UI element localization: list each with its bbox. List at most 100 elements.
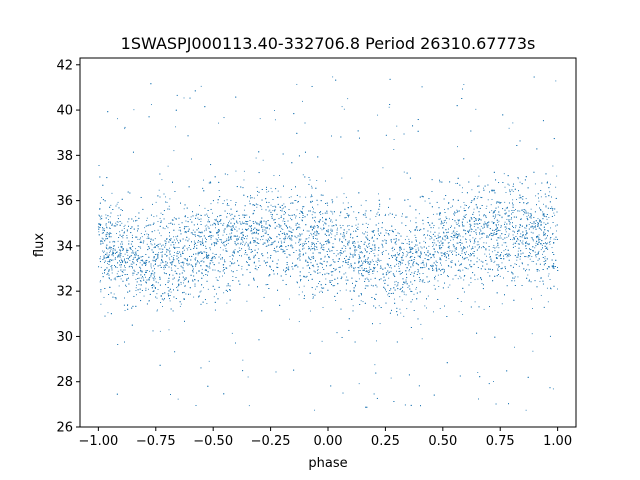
data-point: [224, 240, 226, 242]
data-point: [377, 211, 379, 213]
data-point: [277, 259, 279, 261]
data-point: [152, 277, 154, 279]
data-point: [485, 208, 487, 209]
data-point: [406, 308, 408, 310]
data-point: [183, 282, 184, 284]
data-point: [194, 243, 196, 245]
data-point: [150, 104, 152, 106]
data-point: [355, 284, 356, 286]
data-point: [180, 230, 182, 232]
data-point: [424, 266, 426, 268]
data-point: [242, 359, 244, 361]
data-point: [313, 266, 315, 268]
data-point: [121, 222, 123, 224]
data-point: [432, 213, 434, 215]
data-point: [258, 229, 260, 231]
data-point: [135, 278, 137, 280]
data-point: [131, 234, 133, 236]
data-point: [261, 253, 263, 255]
data-point: [371, 259, 373, 261]
data-point: [140, 240, 142, 242]
data-point: [426, 307, 427, 309]
data-point: [415, 227, 417, 229]
data-point: [260, 220, 262, 222]
data-point: [131, 263, 133, 265]
data-point: [302, 208, 303, 210]
data-point: [333, 246, 335, 248]
data-point: [239, 243, 241, 245]
data-point: [503, 173, 505, 175]
data-point: [545, 248, 547, 250]
data-point: [329, 232, 331, 234]
data-point: [207, 266, 209, 268]
data-point: [318, 291, 320, 293]
data-point: [398, 268, 400, 270]
data-point: [484, 253, 486, 255]
data-point: [189, 293, 191, 295]
data-point: [228, 205, 230, 206]
data-point: [219, 254, 221, 256]
data-point: [336, 250, 338, 251]
data-point: [466, 251, 467, 253]
data-point: [473, 242, 475, 244]
data-point: [282, 229, 284, 230]
data-point: [462, 224, 463, 226]
data-point: [522, 263, 524, 265]
data-point: [107, 312, 109, 314]
data-point: [179, 239, 181, 241]
data-point: [440, 264, 442, 266]
data-point: [224, 228, 226, 230]
data-point: [173, 259, 175, 261]
data-point: [354, 267, 356, 269]
data-point: [366, 251, 367, 253]
data-point: [448, 242, 450, 244]
data-point: [556, 175, 558, 177]
data-point: [380, 259, 382, 261]
data-point: [409, 268, 411, 270]
data-point: [384, 239, 386, 241]
data-point: [219, 215, 220, 217]
data-point: [369, 252, 370, 254]
data-point: [355, 224, 357, 226]
data-point: [319, 272, 321, 274]
data-point: [525, 256, 527, 258]
data-point: [455, 252, 457, 253]
data-point: [355, 230, 357, 232]
data-point: [289, 298, 290, 300]
data-point: [271, 216, 273, 218]
data-point: [117, 201, 119, 203]
data-point: [223, 229, 225, 231]
data-point: [531, 256, 533, 258]
data-point: [452, 244, 454, 246]
data-point: [443, 253, 445, 255]
data-point: [435, 264, 436, 266]
data-point: [168, 223, 170, 224]
data-point: [346, 262, 348, 264]
data-point: [223, 292, 225, 294]
data-point: [339, 254, 341, 256]
data-point: [449, 284, 451, 286]
data-point: [345, 217, 347, 218]
data-point: [408, 238, 410, 240]
data-point: [133, 257, 135, 259]
data-point: [265, 230, 267, 232]
data-point: [178, 229, 180, 231]
data-point: [170, 267, 172, 269]
data-point: [100, 266, 102, 268]
data-point: [99, 281, 101, 283]
data-point: [249, 200, 250, 202]
data-point: [546, 218, 548, 220]
data-point: [492, 247, 494, 249]
data-point: [499, 266, 500, 268]
data-point: [178, 263, 180, 264]
data-point: [257, 248, 259, 250]
data-point: [165, 241, 167, 243]
data-point: [438, 227, 440, 229]
data-point: [517, 233, 518, 235]
data-point: [169, 208, 171, 210]
data-point: [545, 233, 547, 235]
data-point: [377, 114, 379, 116]
data-point: [113, 293, 115, 295]
data-point: [503, 250, 505, 252]
data-point: [315, 238, 317, 239]
